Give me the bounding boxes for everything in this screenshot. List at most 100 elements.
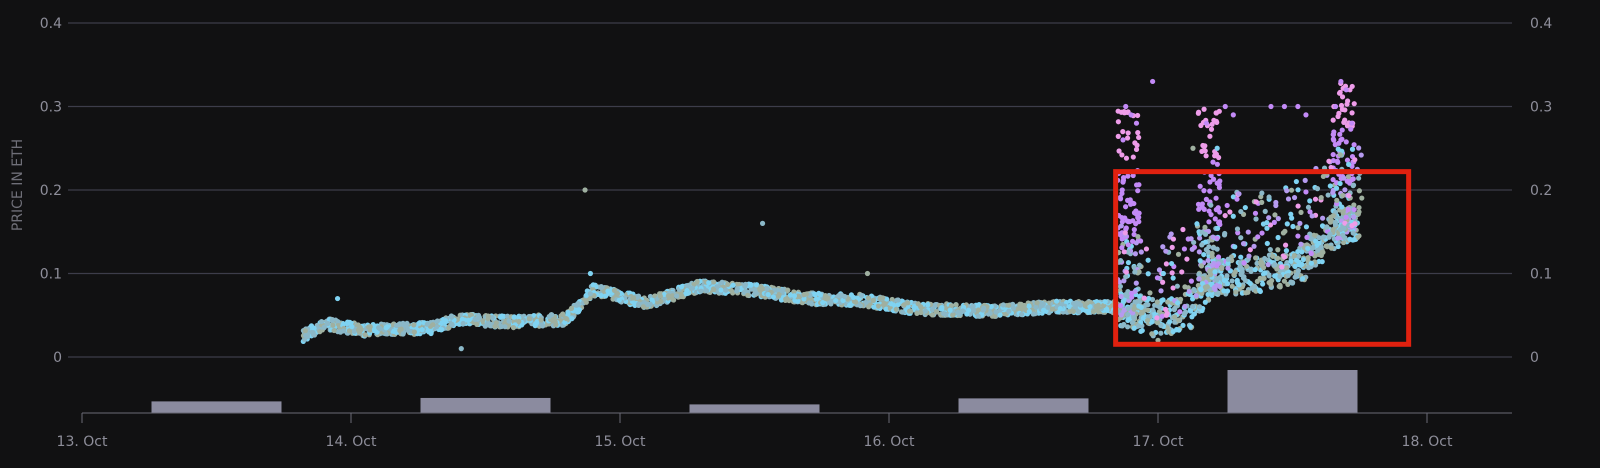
price-point — [321, 324, 327, 330]
scatter-point — [1345, 174, 1352, 180]
spike-point — [1198, 122, 1204, 129]
price-point — [645, 301, 651, 307]
scatter-point — [1154, 275, 1161, 281]
price-point — [816, 290, 822, 296]
scatter-point — [1358, 152, 1364, 158]
price-point — [1124, 324, 1131, 330]
spike-point — [1216, 283, 1223, 290]
scatter-point — [1225, 256, 1231, 262]
price-point — [730, 290, 736, 296]
price-point — [1187, 308, 1194, 314]
scatter-point — [1125, 242, 1131, 248]
scatter-point — [1208, 202, 1214, 208]
price-point — [583, 292, 589, 298]
scatter-point — [1247, 247, 1253, 253]
price-point — [1197, 304, 1203, 310]
outlier-point — [1190, 145, 1196, 151]
outlier-point — [1338, 78, 1344, 85]
scatter-point — [1202, 284, 1209, 290]
price-point — [1087, 303, 1093, 310]
spike-point — [1336, 110, 1342, 116]
spike-point — [1335, 235, 1341, 241]
spike-point — [1210, 176, 1217, 182]
scatter-point — [1264, 240, 1270, 247]
price-point — [1257, 275, 1263, 281]
scatter-point — [1169, 270, 1175, 276]
scatter-point — [1345, 206, 1351, 213]
scatter-point — [1129, 290, 1135, 296]
scatter-point — [1170, 275, 1176, 281]
scatter-point — [1163, 261, 1170, 267]
price-point — [1150, 307, 1156, 313]
price-point — [880, 295, 886, 301]
price-point — [1233, 289, 1239, 295]
scatter-point — [1303, 224, 1310, 230]
scatter-point — [1236, 191, 1242, 197]
scatter-point — [1282, 242, 1289, 248]
scatter-point — [1295, 187, 1301, 193]
scatter-point — [1356, 175, 1362, 181]
spike-point — [1129, 238, 1136, 244]
spike-point — [1198, 286, 1204, 292]
scatter-point — [1340, 192, 1346, 199]
scatter-point — [1324, 224, 1330, 230]
price-point — [906, 308, 913, 314]
scatter-point — [1289, 215, 1295, 221]
price-point — [616, 297, 622, 303]
price-point — [356, 329, 363, 335]
scatter-point — [1121, 249, 1127, 255]
spike-point — [1195, 110, 1201, 116]
price-point — [947, 307, 953, 313]
price-point — [757, 287, 763, 293]
price-point — [1158, 330, 1164, 336]
scatter-point — [1298, 241, 1304, 247]
outlier-point — [1303, 112, 1309, 118]
price-point — [563, 315, 569, 322]
price-point — [317, 329, 323, 335]
scatter-point — [1288, 187, 1295, 193]
price-point — [842, 293, 848, 300]
scatter-point — [1307, 209, 1313, 215]
price-point — [1049, 306, 1056, 312]
price-point — [939, 304, 945, 311]
outlier-point — [334, 295, 341, 302]
price-point — [1202, 299, 1208, 305]
scatter-point — [1245, 229, 1251, 235]
scatter-point — [1242, 204, 1248, 211]
price-point — [1283, 248, 1290, 254]
outlier-point — [458, 346, 464, 352]
scatter-point — [1272, 212, 1278, 218]
spike-point — [1341, 119, 1347, 126]
scatter-point — [1344, 178, 1350, 184]
price-point — [689, 285, 696, 291]
price-point — [1288, 258, 1294, 264]
price-point — [953, 302, 959, 308]
scatter-point — [1205, 257, 1211, 264]
scatter-point — [1288, 211, 1294, 217]
price-point — [538, 317, 544, 323]
scatter-point — [1293, 178, 1299, 185]
scatter-point — [1305, 245, 1311, 252]
price-point — [822, 293, 828, 299]
price-point — [1253, 255, 1259, 261]
volume-bar — [420, 397, 551, 413]
price-point — [1102, 299, 1108, 305]
spike-point — [1135, 188, 1141, 194]
scatter-point — [1326, 158, 1332, 164]
x-tick-label: 15. Oct — [595, 434, 646, 450]
price-point — [502, 324, 508, 330]
price-point — [362, 332, 368, 338]
price-point — [439, 326, 445, 333]
price-point — [1095, 302, 1101, 308]
price-point — [1180, 322, 1186, 328]
outlier-point — [864, 270, 871, 277]
spike-point — [1119, 152, 1125, 158]
spike-point — [1351, 237, 1357, 243]
spike-point — [1123, 155, 1130, 161]
price-point — [1248, 268, 1254, 274]
price-point — [549, 312, 555, 318]
price-point — [1176, 317, 1182, 323]
scatter-point — [1143, 246, 1150, 252]
spike-point — [1350, 230, 1356, 236]
